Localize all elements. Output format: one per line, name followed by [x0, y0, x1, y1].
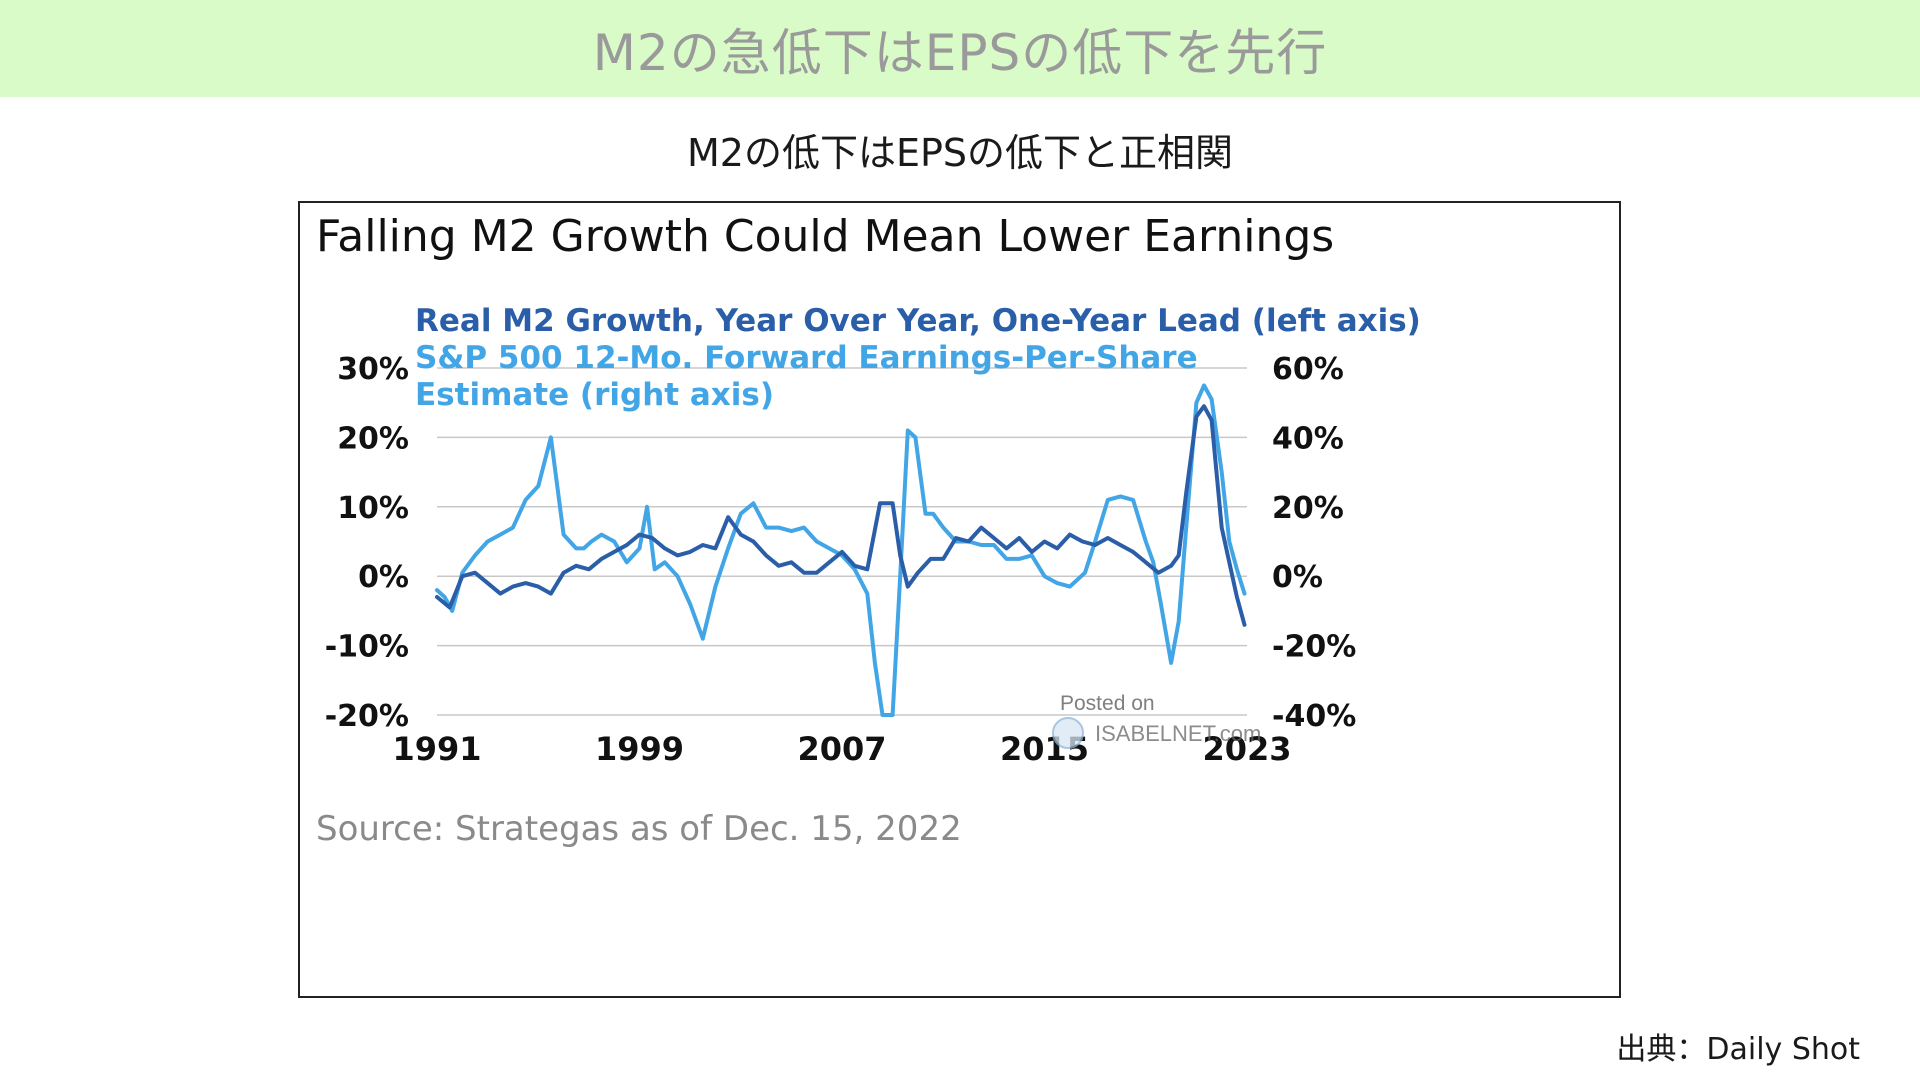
- legend-label-eps-line1: S&P 500 12-Mo. Forward Earnings-Per-Shar…: [415, 340, 1198, 376]
- banner-title: M2の急低下はEPSの低下を先行: [592, 23, 1328, 82]
- legend-label-m2: Real M2 Growth, Year Over Year, One-Year…: [415, 303, 1421, 339]
- right-axis-tick-label: -40%: [1272, 699, 1356, 734]
- chart-title: Falling M2 Growth Could Mean Lower Earni…: [316, 211, 1334, 262]
- right-axis-tick-label: -20%: [1272, 630, 1356, 665]
- x-axis-ticks: 1991 1999 2007 2015 2023: [392, 730, 1291, 768]
- credit-text: 出典：Daily Shot: [1616, 1032, 1860, 1067]
- left-axis-tick-label: 0%: [358, 560, 409, 595]
- watermark-logo-icon: [1052, 717, 1084, 749]
- right-axis-tick-label: 60%: [1272, 352, 1344, 387]
- legend-label-eps: S&P 500 12-Mo. Forward Earnings-Per-Shar…: [415, 340, 1198, 413]
- x-axis-tick-label: 2023: [1202, 730, 1291, 768]
- right-axis-tick-label: 0%: [1272, 560, 1323, 595]
- x-axis-tick-label: 1999: [595, 730, 684, 768]
- left-axis-ticks: 30% 20% 10% 0% -10% -20%: [325, 352, 409, 734]
- left-axis-tick-label: 30%: [337, 352, 409, 387]
- legend-label-eps-line2: Estimate (right axis): [415, 377, 774, 413]
- series-lines: [435, 383, 1247, 717]
- slide-subtitle: M2の低下はEPSの低下と正相関: [686, 131, 1233, 175]
- left-axis-tick-label: 10%: [337, 491, 409, 526]
- source-note: Source: Strategas as of Dec. 15, 2022: [316, 809, 962, 849]
- chart-svg: Falling M2 Growth Could Mean Lower Earni…: [316, 211, 1421, 849]
- right-axis-tick-label: 40%: [1272, 421, 1344, 456]
- header-banner: M2の急低下はEPSの低下を先行: [0, 0, 1920, 97]
- watermark-line1: Posted on: [1060, 692, 1155, 715]
- right-axis-ticks: 60% 40% 20% 0% -20% -40%: [1272, 352, 1356, 734]
- gridlines: [437, 367, 1247, 716]
- left-axis-tick-label: -10%: [325, 630, 409, 665]
- left-axis-tick-label: -20%: [325, 699, 409, 734]
- watermark-line2: ISABELNET.com: [1095, 721, 1261, 746]
- x-axis-tick-label: 1991: [392, 730, 481, 768]
- x-axis-tick-label: 2007: [797, 730, 886, 768]
- chart-frame: Falling M2 Growth Could Mean Lower Earni…: [298, 201, 1621, 998]
- legend: Real M2 Growth, Year Over Year, One-Year…: [415, 303, 1421, 413]
- left-axis-tick-label: 20%: [337, 421, 409, 456]
- right-axis-tick-label: 20%: [1272, 491, 1344, 526]
- series-line-m2: [435, 404, 1247, 627]
- series-line-eps: [435, 383, 1247, 717]
- watermark: Posted on ISABELNET.com: [1052, 692, 1261, 749]
